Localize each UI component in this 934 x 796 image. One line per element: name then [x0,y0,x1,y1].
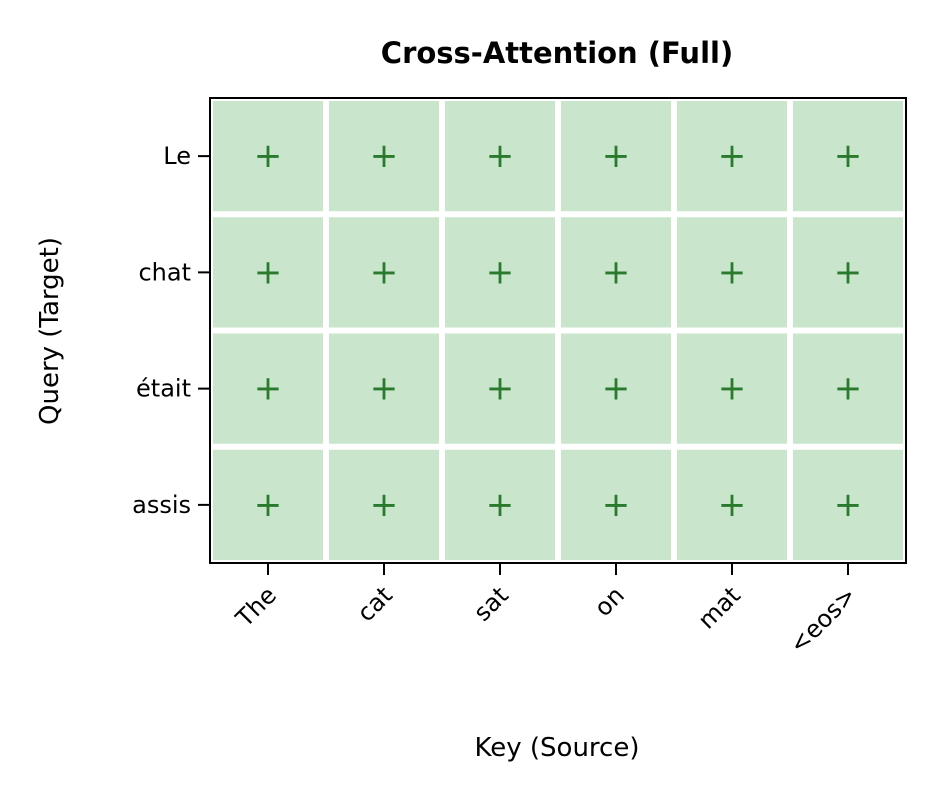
cell-marker: + [486,252,515,292]
plot-frame [209,97,907,564]
heatmap-cell [329,101,439,212]
heatmap-cell [561,101,671,212]
cell-marker: + [254,485,283,525]
x-tick-label: mat [693,581,746,634]
cell-grid: + + + + + + + + + + + + + + + + + + + + + + + + [213,101,903,560]
heatmap-cell [213,101,323,212]
heatmap-cell [793,101,903,212]
x-tick-label: cat [352,581,398,627]
cell-marker: + [370,136,399,176]
heatmap-cell [561,217,671,328]
heatmap-cell [329,449,439,560]
cell-marker: + [486,136,515,176]
cell-marker: + [370,485,399,525]
cell-marker: + [254,252,283,292]
heatmap-cell [793,333,903,444]
cell-marker: + [718,485,747,525]
heatmap-cell [445,217,555,328]
heatmap-cell [445,333,555,444]
y-tick-label: était [136,375,191,403]
cell-marker: + [370,252,399,292]
heatmap-cell [213,333,323,444]
heatmap-cell [677,217,787,328]
cell-marker: + [370,369,399,409]
cell-marker: + [602,252,631,292]
x-tick-label: on [589,581,630,622]
heatmap-cell [677,333,787,444]
heatmap-cell [445,101,555,212]
cell-marker: + [254,369,283,409]
heatmap-cell [677,101,787,212]
heatmap-cell [329,333,439,444]
y-axis-label: Query (Target) [35,237,65,425]
heatmap-cell [329,217,439,328]
x-axis: The cat sat on mat <eos> [230,563,862,659]
cell-marker: + [834,485,863,525]
cell-marker: + [834,136,863,176]
heatmap-cell [445,449,555,560]
y-tick-label: assis [132,491,191,519]
heatmap-cell [213,217,323,328]
y-tick-label: Le [163,142,191,170]
x-axis-label: Key (Source) [475,733,640,763]
cell-marker: + [718,136,747,176]
heatmap-cell [677,449,787,560]
cell-marker: + [718,369,747,409]
heatmap-cell [793,217,903,328]
heatmap-cell [793,449,903,560]
heatmap-cell [561,333,671,444]
y-axis: Le chat était assis [132,142,210,519]
cell-marker: + [486,369,515,409]
chart-title: Cross-Attention (Full) [381,36,733,70]
cell-marker: + [486,485,515,525]
x-tick-label: <eos> [784,581,862,659]
heatmap-cell [561,449,671,560]
x-tick-label: The [230,581,282,633]
cell-marker: + [602,369,631,409]
cell-marker: + [602,136,631,176]
cell-marker: + [602,485,631,525]
y-tick-label: chat [138,258,191,286]
cell-marker: + [718,252,747,292]
cell-marker: + [834,252,863,292]
cell-marker: + [254,136,283,176]
cell-marker: + [834,369,863,409]
heatmap-cell [213,449,323,560]
x-tick-label: sat [468,581,514,627]
